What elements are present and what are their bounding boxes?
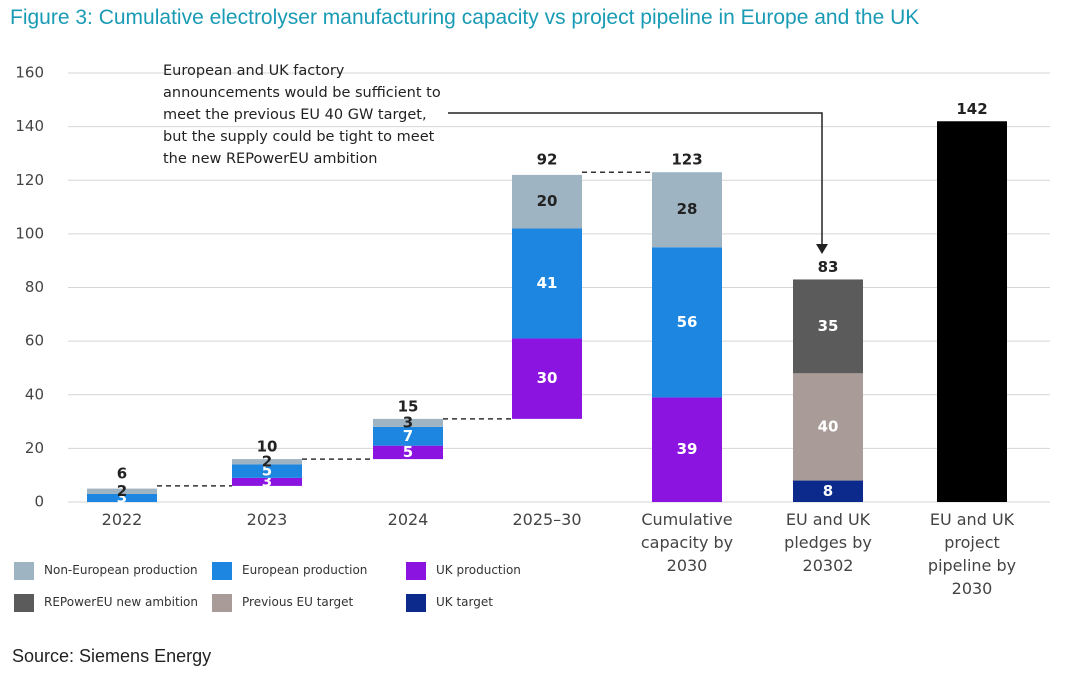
data-label: 3 — [117, 488, 127, 506]
y-tick-label: 120 — [15, 171, 44, 189]
annotation-arrow — [448, 112, 823, 246]
data-label: 30 — [537, 369, 558, 387]
x-tick-label: 2025–30 — [512, 510, 582, 529]
bar-segment — [512, 338, 582, 419]
data-label: 20 — [537, 192, 558, 210]
bar-segment — [373, 445, 443, 460]
total-label: 142 — [956, 100, 987, 118]
data-label: 2 — [262, 452, 272, 470]
bar-segment — [652, 247, 722, 398]
data-label: 41 — [537, 274, 558, 292]
legend-label: UK target — [436, 595, 493, 609]
source: Source: Siemens Energy — [12, 646, 212, 666]
bar-segment — [87, 488, 157, 494]
bar-segment — [373, 426, 443, 446]
x-tick-label: 2024 — [387, 510, 429, 529]
bar-segment — [793, 480, 863, 502]
x-tick-label: Cumulative capacity by 2030 — [640, 510, 734, 575]
bar — [937, 121, 1007, 502]
bar-segment — [652, 397, 722, 502]
bar-segment — [652, 172, 722, 248]
data-label: 56 — [677, 313, 698, 331]
x-tick-label: EU and UK pledges by 20302 — [784, 510, 872, 575]
chart-title: Figure 3: Cumulative electrolyser manufa… — [10, 6, 920, 29]
data-label: 39 — [677, 440, 698, 458]
legend-swatch — [212, 562, 232, 580]
data-label: 8 — [823, 482, 833, 500]
bar-segment — [373, 418, 443, 427]
bar-segment — [87, 493, 157, 502]
total-label: 15 — [398, 397, 419, 415]
legend-label: Non-European production — [44, 563, 198, 577]
data-label: 5 — [262, 462, 272, 480]
legend-label: European production — [242, 563, 368, 577]
bar-segment — [793, 279, 863, 374]
arrow-head — [816, 244, 828, 254]
y-tick-label: 20 — [25, 439, 44, 457]
total-label: 123 — [671, 151, 702, 169]
legend-label: REPowerEU new ambition — [44, 595, 198, 609]
data-label: 28 — [677, 200, 698, 218]
total-label: 10 — [257, 438, 278, 456]
y-tick-label: 140 — [15, 117, 44, 135]
y-tick-label: 80 — [25, 278, 44, 296]
legend-swatch — [406, 562, 426, 580]
x-tick-label: 2022 — [101, 510, 143, 529]
data-label: 3 — [403, 413, 413, 431]
legend-swatch — [14, 562, 34, 580]
data-label: 2 — [117, 482, 127, 500]
y-tick-label: 60 — [25, 332, 44, 350]
x-tick-label: EU and UK project pipeline by 2030 — [927, 510, 1017, 598]
data-label: 7 — [403, 427, 413, 445]
bar-segment — [512, 174, 582, 229]
total-label: 6 — [117, 464, 127, 482]
y-tick-label: 0 — [34, 493, 44, 511]
y-tick-label: 100 — [15, 224, 44, 242]
legend-swatch — [14, 594, 34, 612]
bar-segment — [232, 459, 302, 465]
data-label: 5 — [403, 443, 413, 461]
data-label: 40 — [818, 417, 839, 435]
legend-label: Previous EU target — [242, 595, 354, 609]
annotation: European and UK factory announcements wo… — [163, 63, 441, 167]
y-tick-label: 160 — [15, 64, 44, 82]
legend-swatch — [212, 594, 232, 612]
x-tick-label: 2023 — [246, 510, 288, 529]
bar-segment — [232, 477, 302, 486]
total-label: 92 — [537, 151, 558, 169]
bar-segment — [232, 464, 302, 478]
data-label: 35 — [818, 317, 839, 335]
legend-label: UK production — [436, 563, 521, 577]
legend-swatch — [406, 594, 426, 612]
y-tick-label: 40 — [25, 385, 44, 403]
total-label: 83 — [818, 258, 839, 276]
bar-segment — [793, 373, 863, 481]
bar-segment — [512, 228, 582, 339]
data-label: 3 — [262, 472, 272, 490]
